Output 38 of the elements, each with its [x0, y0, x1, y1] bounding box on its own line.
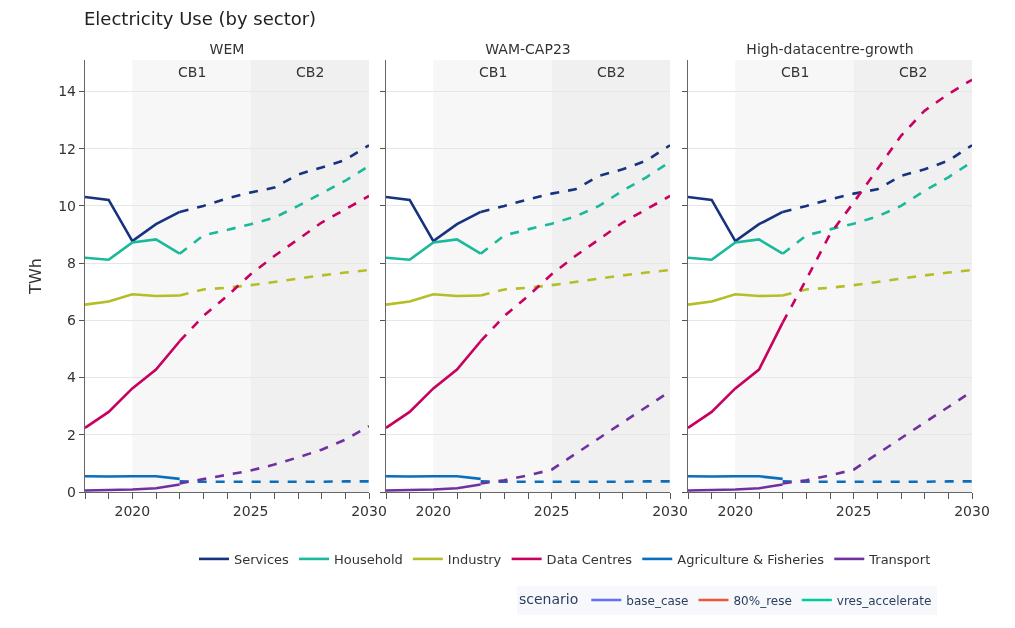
y-tick-label: 8 — [67, 255, 76, 272]
legend-title: scenario — [519, 590, 579, 607]
legend-label: Data Centres — [546, 551, 633, 567]
text: Electricity Use (by sector) — [84, 8, 317, 29]
legend-label: 80%_rese — [733, 593, 792, 608]
legend-label: base_case — [626, 593, 689, 608]
legend-label: vres_accelerate — [836, 593, 932, 608]
chart-title: WEM — [209, 41, 245, 57]
chart-title: WAM-CAP23 — [485, 41, 571, 57]
y-tick-label: 6 — [67, 312, 77, 329]
band-label: CB1 — [178, 64, 207, 80]
x-tick-label: 2030 — [351, 503, 387, 519]
x-tick-label: 2030 — [954, 503, 990, 519]
legend-label: Industry — [447, 551, 502, 567]
legend-label: Transport — [868, 551, 931, 567]
band-label: CB2 — [597, 64, 626, 80]
y-tick-label: 4 — [67, 369, 77, 386]
y-tick-label: 0 — [67, 483, 76, 500]
legend-label: Services — [234, 551, 290, 567]
band-label: CB1 — [479, 64, 508, 80]
y-tick-label: 10 — [58, 197, 76, 214]
band-label: CB1 — [781, 64, 810, 80]
legend-label: Household — [334, 551, 403, 567]
x-tick-label: 2020 — [114, 503, 151, 519]
x-tick-label: 2020 — [415, 503, 452, 519]
x-tick-label: 2020 — [717, 503, 754, 519]
x-tick-label: 2025 — [835, 503, 872, 519]
band-label: CB2 — [296, 64, 325, 80]
y-tick-label: 14 — [58, 83, 77, 100]
y-tick-label: 12 — [58, 140, 76, 157]
y-tick-label: 2 — [67, 426, 76, 443]
legend-label: Agriculture & Fisheries — [677, 551, 825, 567]
x-tick-label: 2030 — [652, 503, 688, 519]
y-axis-title: TWh — [26, 258, 46, 295]
band-label: CB2 — [899, 64, 928, 80]
x-tick-label: 2025 — [232, 503, 269, 519]
x-tick-label: 2025 — [533, 503, 570, 519]
chart-title: High-datacentre-growth — [746, 41, 914, 57]
